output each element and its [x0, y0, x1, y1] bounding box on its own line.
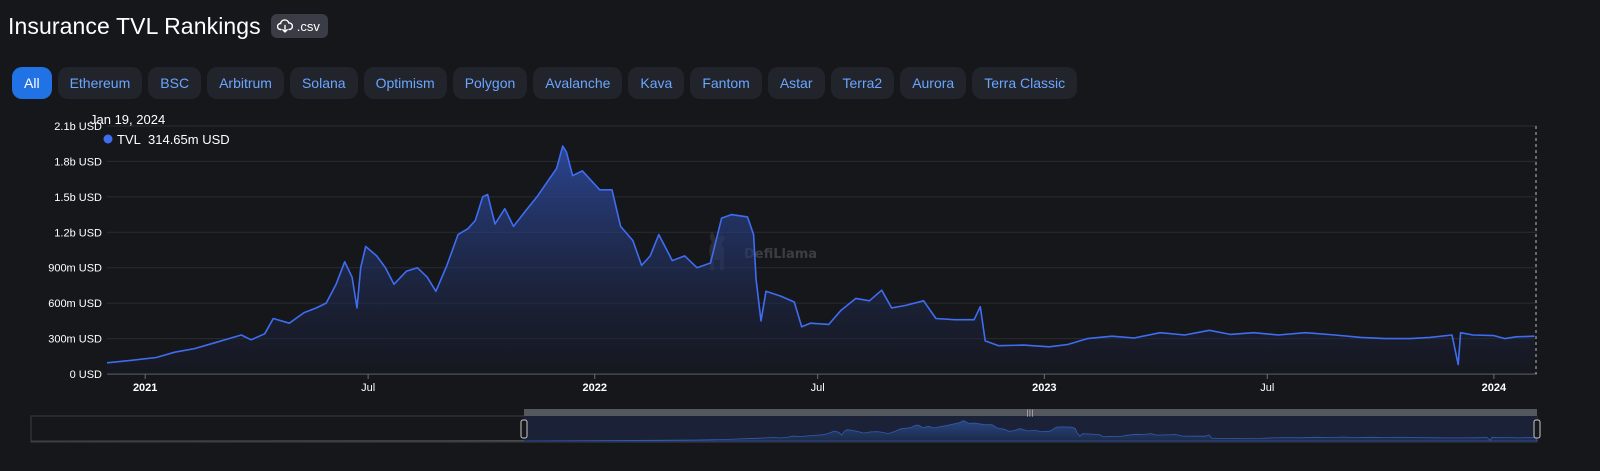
tooltip-series-name: TVL — [117, 132, 141, 147]
y-tick-label: 0 USD — [70, 369, 102, 381]
tab-optimism[interactable]: Optimism — [363, 67, 447, 99]
x-tick-label: 2022 — [583, 382, 607, 394]
x-tick-label: 2024 — [1482, 382, 1507, 394]
slider-preview-selected — [523, 420, 1538, 442]
tab-kava[interactable]: Kava — [628, 67, 685, 99]
y-tick-label: 1.5b USD — [54, 192, 102, 204]
tab-aurora[interactable]: Aurora — [900, 67, 967, 99]
x-tick-label: 2021 — [133, 382, 157, 394]
slider-handle-right[interactable] — [1533, 419, 1541, 439]
range-slider[interactable]: ||| — [30, 409, 1541, 443]
tab-arbitrum[interactable]: Arbitrum — [207, 67, 284, 99]
grip-icon: ||| — [1026, 409, 1033, 417]
x-tick-label: 2023 — [1032, 382, 1056, 394]
page-header: Insurance TVL Rankings .csv — [8, 10, 328, 42]
x-axis: 2021 Jul 2022 Jul 2023 Jul 2024 — [107, 373, 1537, 394]
tab-bsc[interactable]: BSC — [148, 67, 202, 99]
chain-tabs: All Ethereum BSC Arbitrum Solana Optimis… — [12, 67, 1078, 99]
tvl-area-fill — [107, 146, 1535, 374]
tab-terra2[interactable]: Terra2 — [830, 67, 895, 99]
download-csv-button[interactable]: .csv — [270, 14, 328, 38]
tab-polygon[interactable]: Polygon — [452, 67, 528, 99]
tab-terra-classic[interactable]: Terra Classic — [972, 67, 1078, 99]
csv-label: .csv — [296, 18, 320, 34]
tvl-series-line[interactable] — [106, 145, 1535, 366]
page-title: Insurance TVL Rankings — [8, 12, 261, 39]
y-tick-label: 600m USD — [48, 298, 102, 310]
tooltip-series-dot — [103, 134, 113, 144]
slider-handle-left[interactable] — [520, 419, 528, 439]
y-tick-label: 300m USD — [48, 334, 102, 346]
tab-solana[interactable]: Solana — [289, 67, 358, 99]
tab-avalanche[interactable]: Avalanche — [533, 67, 623, 99]
y-tick-label: 1.8b USD — [54, 156, 102, 168]
tab-all[interactable]: All — [12, 67, 52, 99]
y-tick-label: 1.2b USD — [54, 227, 102, 239]
tooltip-date: Jan 19, 2024 — [90, 112, 165, 127]
watermark-text: DefiLlama — [744, 247, 817, 262]
x-tick-label: Jul — [811, 382, 825, 394]
x-tick-label: Jul — [1260, 382, 1274, 394]
tooltip: Jan 19, 2024 TVL 314.65m USD — [90, 112, 230, 147]
y-tick-label: 2.1b USD — [54, 121, 102, 133]
slider-drag-bar[interactable] — [524, 409, 1537, 416]
y-axis: 0 USD 300m USD 600m USD 900m USD 1.2b USD 1.5… — [48, 121, 102, 381]
tab-fantom[interactable]: Fantom — [690, 67, 762, 99]
y-tick-label: 900m USD — [48, 263, 102, 275]
x-tick-label: Jul — [361, 382, 375, 394]
tooltip-series-value: 314.65m USD — [148, 132, 230, 147]
cloud-download-icon — [276, 19, 293, 33]
tab-ethereum[interactable]: Ethereum — [57, 67, 143, 99]
tab-astar[interactable]: Astar — [767, 67, 825, 99]
